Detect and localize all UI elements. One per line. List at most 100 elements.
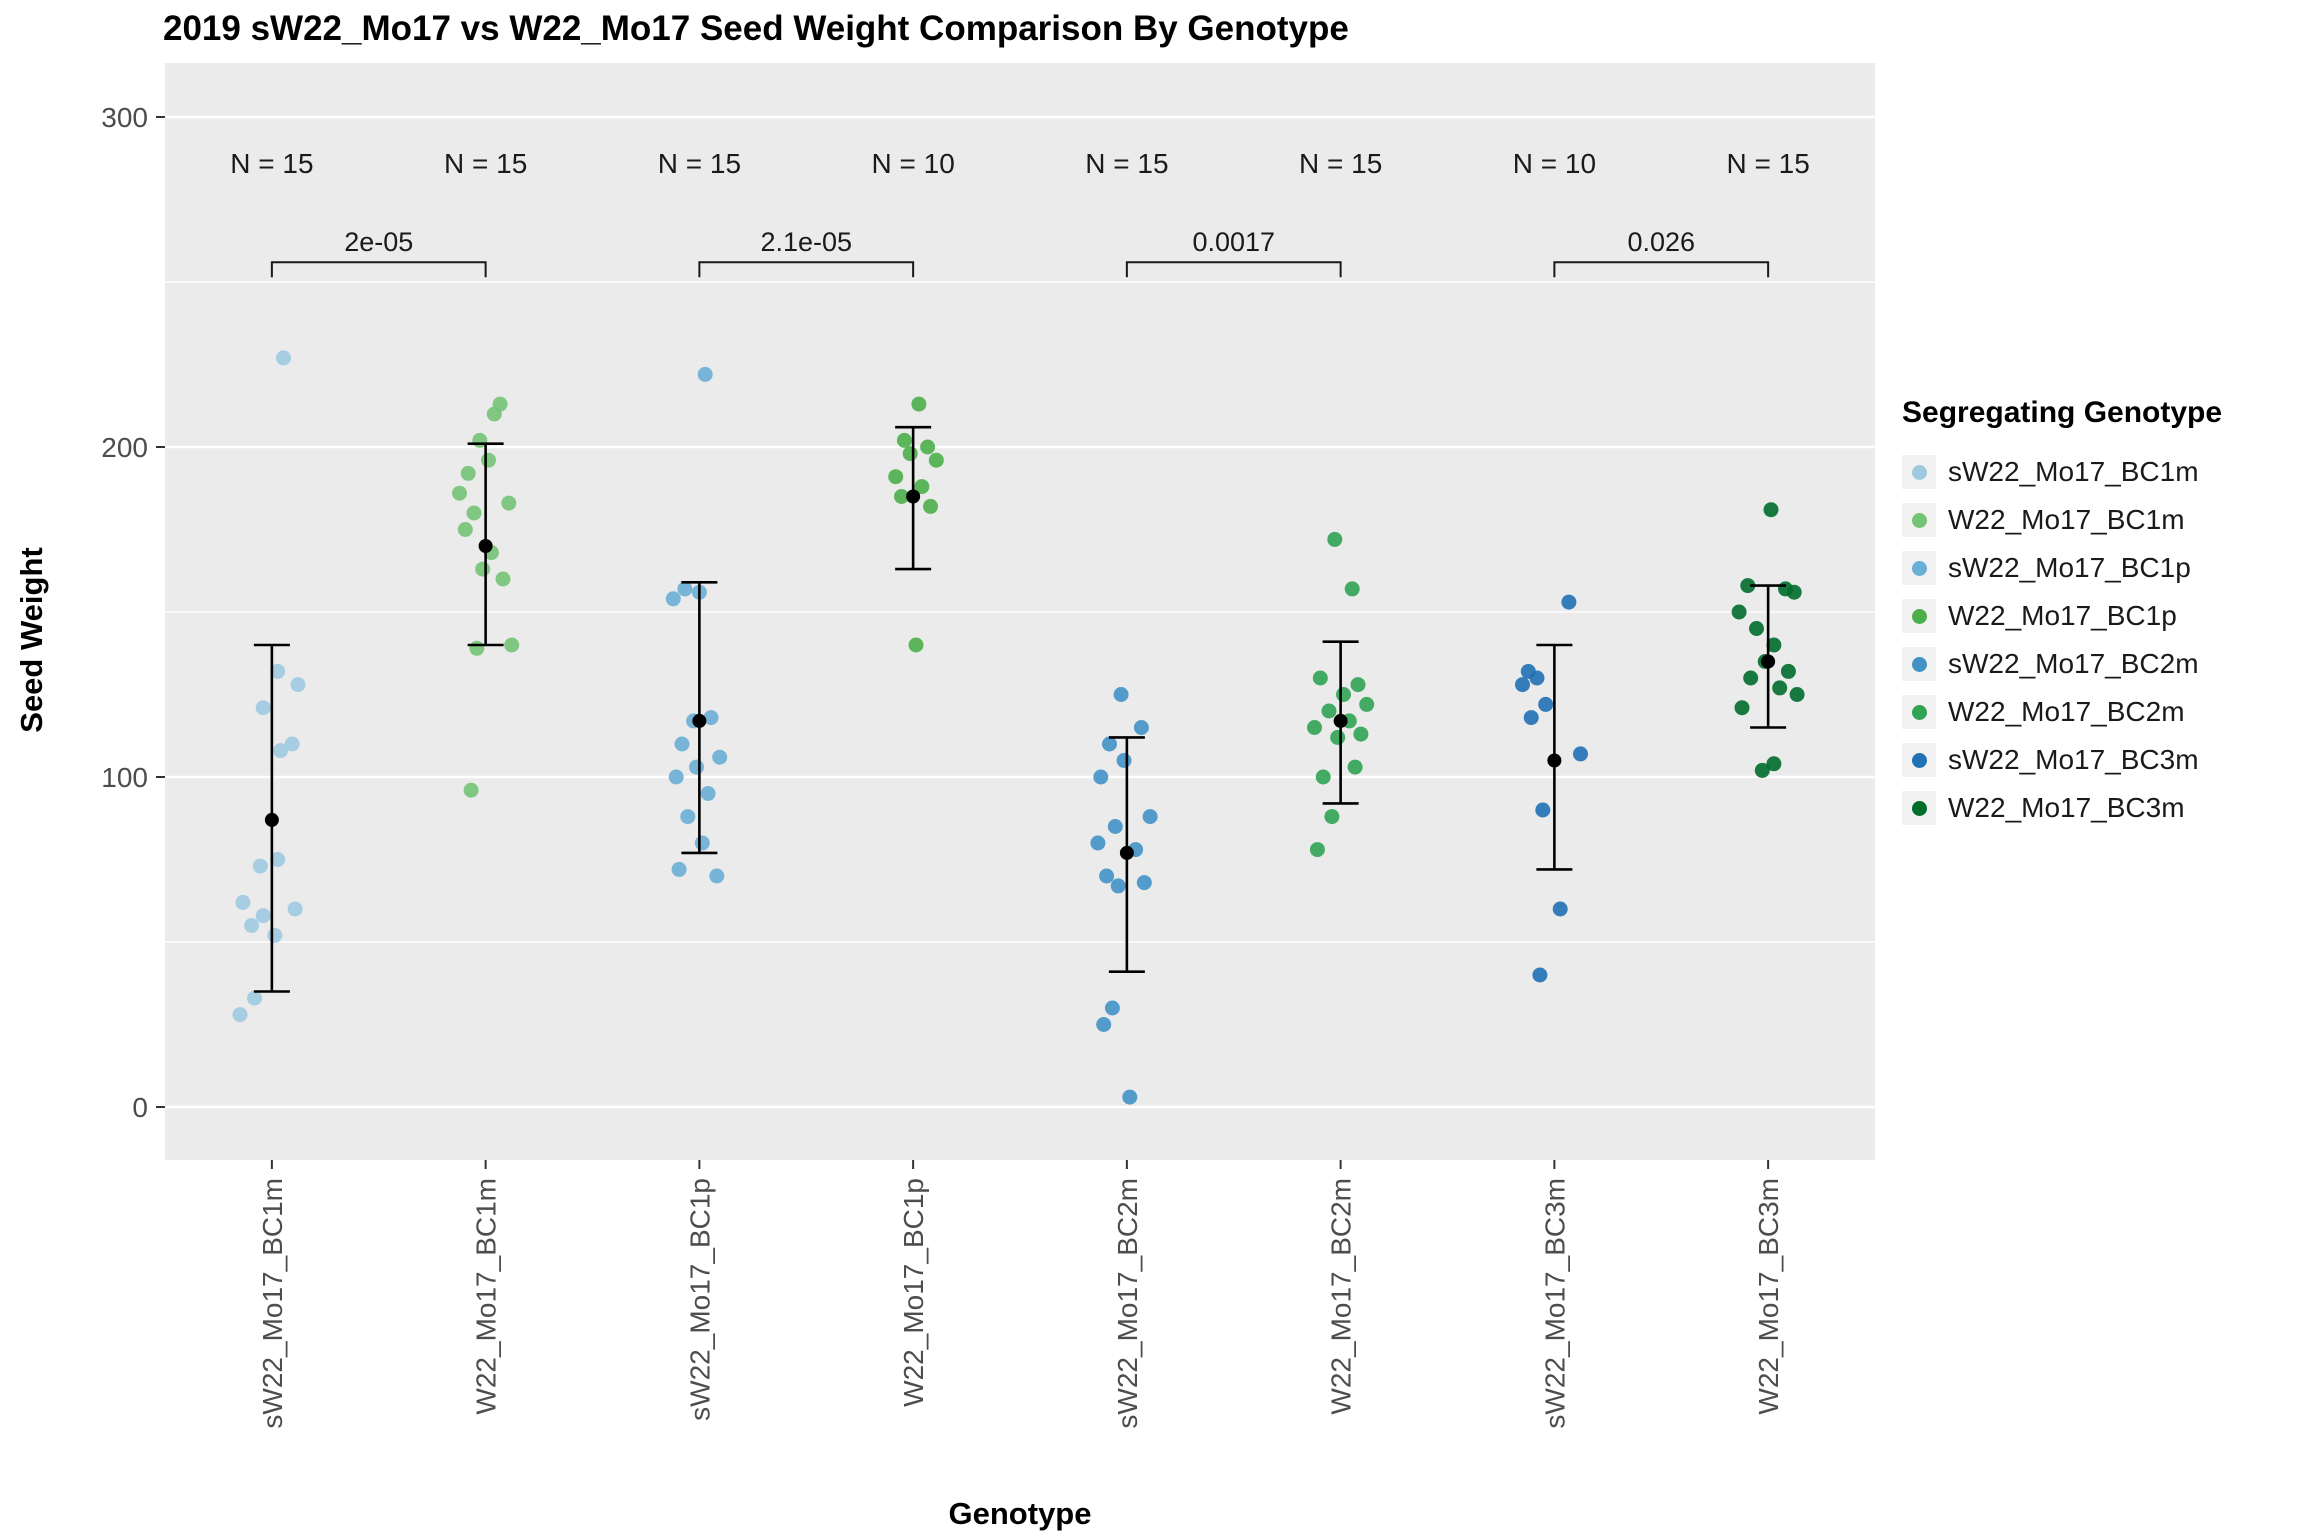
legend-item-label: W22_Mo17_BC2m <box>1948 696 2185 727</box>
data-point <box>457 522 473 537</box>
data-point <box>252 858 268 874</box>
n-label: N = 10 <box>871 148 954 179</box>
data-point <box>1538 696 1554 712</box>
data-point <box>287 901 303 917</box>
data-point <box>1532 967 1548 983</box>
data-point <box>700 786 716 801</box>
data-point <box>247 990 262 1006</box>
legend-item-label: W22_Mo17_BC1p <box>1948 600 2177 631</box>
data-point <box>894 489 909 504</box>
data-point <box>1113 687 1129 702</box>
n-label: N = 15 <box>444 148 527 179</box>
data-point <box>1312 670 1328 686</box>
chart-title: 2019 sW22_Mo17 vs W22_Mo17 Seed Weight C… <box>163 9 1349 48</box>
chart-layer: 0 100 200 300 sW22_Mo17_BC1m N = 15 W22_Mo17_B… <box>101 63 1875 1429</box>
data-point <box>1353 726 1369 742</box>
data-point <box>668 769 684 785</box>
mean-point <box>1333 713 1348 728</box>
x-tick-label: W22_Mo17_BC2m <box>1326 1178 1357 1415</box>
data-point <box>1573 746 1588 762</box>
data-point <box>1344 581 1360 597</box>
x-tick-label: sW22_Mo17_BC2m <box>1112 1178 1143 1429</box>
n-label: N = 15 <box>1085 148 1168 179</box>
legend-key <box>1902 695 1936 729</box>
legend-item: W22_Mo17_BC2m <box>1902 688 2302 736</box>
p-value-label: 0.0017 <box>1192 227 1275 257</box>
x-tick-label: W22_Mo17_BC1m <box>471 1178 502 1415</box>
x-tick-label: sW22_Mo17_BC1m <box>257 1178 288 1429</box>
n-label: N = 15 <box>658 148 741 179</box>
legend-key <box>1902 647 1936 681</box>
legend-dot-icon <box>1911 656 1927 672</box>
y-axis-title: Seed Weight <box>14 547 49 732</box>
data-point <box>671 861 687 877</box>
data-point <box>486 406 502 422</box>
data-point <box>270 852 286 867</box>
n-label: N = 15 <box>1726 148 1809 179</box>
legend-dot-icon <box>1911 464 1927 480</box>
data-point <box>284 736 300 752</box>
data-point <box>914 479 930 495</box>
legend-key <box>1902 455 1936 489</box>
legend-key <box>1902 551 1936 585</box>
legend-dot-icon <box>1911 608 1927 624</box>
legend-item-label: W22_Mo17_BC3m <box>1948 792 2185 823</box>
data-point <box>270 663 286 679</box>
data-point <box>276 350 291 366</box>
data-point <box>452 485 467 501</box>
data-point <box>1763 502 1779 518</box>
legend-key <box>1902 743 1936 777</box>
data-point <box>1330 729 1346 745</box>
legend-title: Segregating Genotype <box>1902 396 2223 429</box>
legend-item: sW22_Mo17_BC2m <box>1902 640 2302 688</box>
legend-dot-icon <box>1911 512 1927 528</box>
data-point <box>1336 687 1351 702</box>
data-point <box>1740 578 1756 594</box>
legend-item-label: sW22_Mo17_BC3m <box>1948 744 2199 775</box>
data-point <box>1347 759 1363 775</box>
data-point <box>1754 762 1770 778</box>
legend-key <box>1902 599 1936 633</box>
data-point <box>273 743 289 759</box>
significance-bracket <box>698 261 915 278</box>
data-point <box>1142 809 1158 825</box>
data-point <box>1766 637 1782 653</box>
data-point <box>1350 677 1366 693</box>
data-point <box>1731 604 1747 620</box>
data-point <box>1096 1017 1112 1032</box>
data-point <box>1133 720 1149 735</box>
legend-item: W22_Mo17_BC1p <box>1902 592 2302 640</box>
data-point <box>501 495 517 511</box>
data-point <box>255 700 271 716</box>
data-point <box>908 637 924 653</box>
legend-item-label: W22_Mo17_BC1m <box>1948 504 2185 535</box>
legend-items: sW22_Mo17_BC1m W22_Mo17_BC1m sW22_Mo17_BC1… <box>1902 448 2302 832</box>
data-point <box>1307 720 1322 735</box>
mean-point <box>1761 654 1776 669</box>
legend-item-label: sW22_Mo17_BC1m <box>1948 456 2199 487</box>
x-tick-label: W22_Mo17_BC3m <box>1753 1178 1784 1415</box>
data-point <box>1529 670 1545 686</box>
data-point <box>1136 875 1152 891</box>
data-point <box>504 637 520 653</box>
data-point <box>267 927 283 943</box>
n-label: N = 10 <box>1513 148 1596 179</box>
legend-dot-icon <box>1911 560 1927 576</box>
data-point <box>694 835 710 851</box>
data-point <box>677 581 693 597</box>
data-point <box>1766 756 1782 772</box>
x-tick-label: sW22_Mo17_BC3m <box>1539 1178 1570 1429</box>
legend-item: W22_Mo17_BC1m <box>1902 496 2302 544</box>
legend-dot-icon <box>1911 704 1927 720</box>
legend-item: sW22_Mo17_BC1p <box>1902 544 2302 592</box>
data-point <box>712 749 728 765</box>
data-point <box>665 591 681 607</box>
data-point <box>1749 621 1764 636</box>
data-point <box>1552 901 1568 917</box>
data-point <box>290 677 306 693</box>
data-point <box>1321 703 1337 719</box>
legend-item: sW22_Mo17_BC3m <box>1902 736 2302 784</box>
legend: Segregating Genotype sW22_Mo17_BC1m W22_M… <box>1902 396 2302 832</box>
y-tick-label: 300 <box>101 102 148 133</box>
